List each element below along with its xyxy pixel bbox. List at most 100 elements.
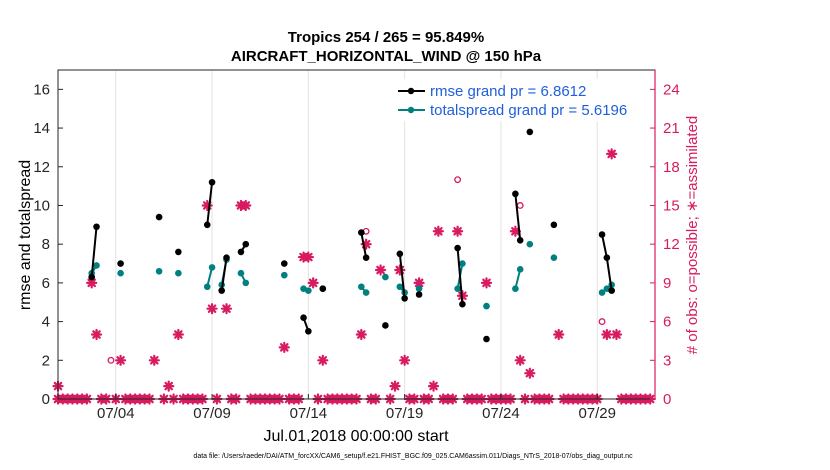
right-y-tick-label: 0 bbox=[663, 391, 671, 408]
rmse-point bbox=[362, 254, 370, 262]
chart-title-line1: Tropics 254 / 265 = 95.849% bbox=[288, 29, 484, 46]
grid bbox=[115, 70, 598, 399]
chart-title-line2: AIRCRAFT_HORIZONTAL_WIND @ 150 hPa bbox=[231, 48, 542, 65]
obs-assimilated-marker bbox=[553, 328, 565, 341]
x-axis-ticks: 07/04 07/09 07/14 07/19 07/24 07/29 bbox=[97, 394, 616, 422]
obs-assimilated-marker bbox=[601, 328, 613, 341]
obs-asterisk-stroke bbox=[554, 330, 563, 339]
spread-point bbox=[396, 283, 404, 291]
obs-assimilated-marker bbox=[394, 264, 406, 276]
obs-assimilated-marker bbox=[302, 251, 314, 263]
rmse-point bbox=[93, 223, 100, 231]
rmse-point bbox=[483, 335, 490, 343]
spread-point bbox=[280, 271, 288, 279]
left-y-axis-ticks: 0 2 4 6 8 10 12 14 16 bbox=[33, 81, 63, 408]
rmse-point bbox=[208, 178, 216, 186]
rmse-line-segment bbox=[398, 253, 406, 299]
obs-assimilated-marker bbox=[240, 199, 252, 212]
right-y-tick-label: 12 bbox=[663, 236, 680, 253]
spread-point bbox=[155, 267, 163, 275]
rmse-point bbox=[223, 254, 230, 262]
rmse-point bbox=[117, 260, 124, 267]
obs-assimilated-marker bbox=[399, 354, 411, 366]
obs-possible-marker bbox=[454, 176, 462, 184]
obs-assimilated-marker bbox=[610, 328, 623, 341]
x-axis-label: Jul.01,2018 00:00:00 start bbox=[263, 428, 449, 445]
obs-assimilated-marker bbox=[86, 277, 98, 289]
right-y-tick-label: 21 bbox=[663, 120, 680, 137]
legend-box bbox=[394, 79, 650, 121]
obs-assimilated-marker bbox=[355, 328, 367, 341]
spread-point bbox=[516, 266, 524, 273]
legend-spread-marker bbox=[407, 106, 415, 114]
obs-asterisk-stroke bbox=[87, 278, 96, 288]
spread-point bbox=[415, 285, 423, 292]
rmse-point bbox=[280, 260, 288, 267]
rmse-line-segment bbox=[90, 226, 98, 278]
spread-point bbox=[242, 279, 250, 287]
left-y-tick-label: 6 bbox=[42, 275, 50, 292]
obs-asterisk-stroke bbox=[308, 278, 318, 288]
spread-point bbox=[459, 260, 466, 267]
obs-assimilated-marker bbox=[452, 225, 464, 237]
rmse-point bbox=[526, 128, 534, 136]
spread-point bbox=[598, 289, 606, 296]
obs-assimilated-marker bbox=[480, 277, 493, 289]
x-tick-label: 07/14 bbox=[290, 405, 328, 422]
rmse-line-segment bbox=[220, 257, 228, 291]
obs-assimilated-marker bbox=[278, 341, 290, 353]
obs-asterisk-stroke bbox=[434, 226, 443, 236]
obs-assimilated-marker bbox=[206, 303, 218, 315]
obs-assimilated-marker bbox=[220, 303, 233, 315]
spread-point bbox=[362, 289, 370, 296]
rmse-line-segment bbox=[206, 182, 214, 225]
spread-point bbox=[237, 269, 245, 277]
obs-asterisk-stroke bbox=[174, 330, 183, 339]
legend: rmse grand pr = 6.8612 totalspread grand… bbox=[394, 79, 650, 121]
rmse-point bbox=[598, 231, 606, 238]
rmse-point bbox=[415, 291, 423, 298]
obs-possible-marker bbox=[598, 318, 606, 326]
right-y-axis-ticks: 0 3 6 9 12 15 18 21 24 bbox=[650, 70, 680, 408]
obs-assimilated-marker bbox=[606, 148, 618, 160]
obs-assimilated-marker bbox=[114, 354, 127, 366]
spread-point bbox=[117, 269, 124, 277]
rmse-point bbox=[218, 287, 225, 294]
left-y-axis-label: rmse and totalspread bbox=[17, 160, 34, 310]
x-tick-label: 07/09 bbox=[193, 405, 231, 422]
obs-asterisk-stroke bbox=[515, 356, 525, 365]
obs-asterisk-stroke bbox=[207, 304, 217, 313]
x-tick-label: 07/24 bbox=[482, 405, 520, 422]
rmse-point bbox=[459, 300, 466, 308]
right-y-tick-label: 18 bbox=[663, 159, 680, 176]
rmse-point bbox=[237, 248, 245, 256]
obs-possible-marker bbox=[107, 356, 115, 364]
spread-point bbox=[526, 240, 534, 248]
obs-asterisk-stroke bbox=[376, 265, 385, 275]
right-y-tick-label: 6 bbox=[663, 314, 671, 331]
obs-asterisk-stroke bbox=[280, 343, 289, 352]
left-y-tick-label: 2 bbox=[42, 352, 50, 369]
left-y-tick-label: 10 bbox=[33, 197, 50, 214]
rmse-point bbox=[608, 287, 615, 294]
rmse-point bbox=[175, 248, 182, 256]
rmse-point bbox=[319, 285, 327, 292]
obs-asterisk-stroke bbox=[222, 304, 231, 313]
x-tick-label: 07/19 bbox=[386, 405, 424, 422]
legend-rmse-marker bbox=[407, 87, 415, 95]
obs-assimilated-marker bbox=[90, 328, 103, 341]
spread-point bbox=[550, 254, 558, 262]
legend-spread-label: totalspread grand pr = 5.6196 bbox=[430, 102, 627, 119]
left-y-tick-label: 14 bbox=[33, 120, 50, 137]
obs-assimilated-marker bbox=[374, 264, 387, 276]
left-y-tick-label: 16 bbox=[33, 81, 50, 98]
left-y-tick-label: 4 bbox=[42, 314, 50, 331]
obs-assimilated-marker bbox=[432, 225, 444, 237]
obs-asterisk-stroke bbox=[602, 330, 612, 339]
plot-area bbox=[58, 70, 655, 399]
obs-asterisk-stroke bbox=[390, 381, 400, 391]
rmse-line-segment bbox=[514, 193, 522, 241]
obs-asterisk-stroke bbox=[318, 356, 328, 365]
obs-assimilated-marker bbox=[524, 367, 536, 379]
